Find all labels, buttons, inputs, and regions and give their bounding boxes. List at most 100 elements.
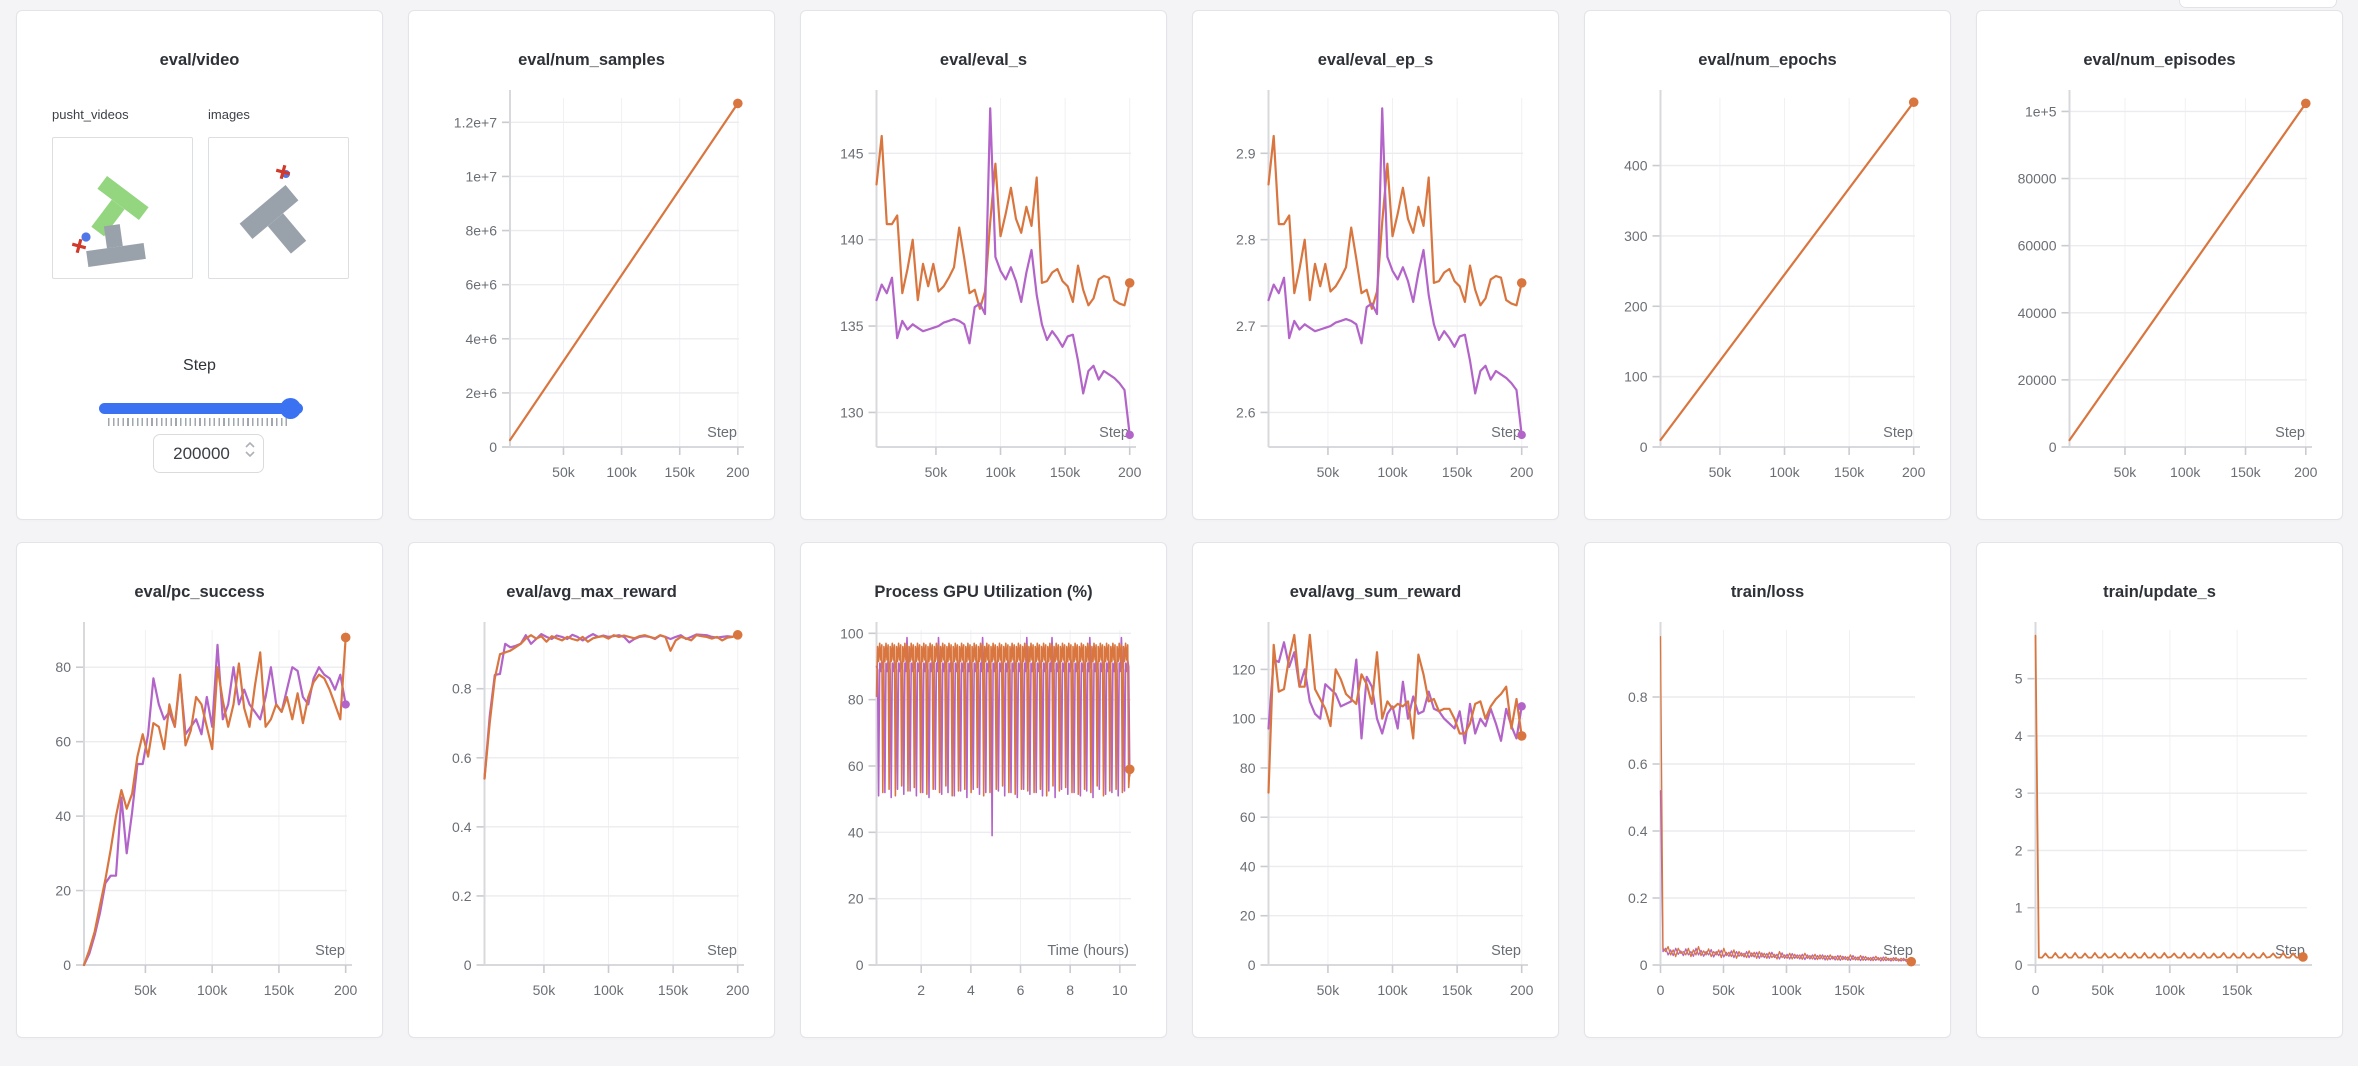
svg-text:6e+6: 6e+6	[465, 277, 497, 293]
svg-text:145: 145	[840, 145, 864, 161]
svg-text:0: 0	[464, 957, 472, 973]
svg-text:50k: 50k	[1317, 464, 1341, 480]
svg-text:150k: 150k	[665, 464, 696, 480]
svg-text:20: 20	[848, 891, 864, 907]
svg-text:8e+6: 8e+6	[465, 223, 497, 239]
line-chart[interactable]: 0 2e+6 4e+6 6e+6 8e+6 1e+7 1.2e+7 50k 100k 150k 20…	[409, 11, 774, 519]
media-key-label: images	[208, 107, 250, 122]
svg-text:Step: Step	[707, 425, 737, 441]
svg-text:Step: Step	[1491, 425, 1521, 441]
svg-text:50k: 50k	[2114, 464, 2138, 480]
line-chart[interactable]: 0 100 200 300 400 50k 100k 150k 200 Step	[1585, 11, 1950, 519]
chevron-down-icon[interactable]	[245, 451, 255, 457]
svg-text:3: 3	[2015, 785, 2023, 801]
svg-text:Step: Step	[707, 943, 737, 959]
svg-text:2.6: 2.6	[1236, 404, 1256, 420]
chart-title: eval/eval_s	[939, 51, 1028, 69]
panel-eval-avg-sum-reward[interactable]: eval/avg_sum_reward 0 20 40 60 80 100 120 50k 10…	[1192, 542, 1559, 1038]
svg-text:50k: 50k	[1709, 464, 1733, 480]
media-key-label: pusht_videos	[52, 107, 129, 122]
svg-text:2.7: 2.7	[1236, 318, 1256, 334]
svg-text:0: 0	[856, 957, 864, 973]
video-thumbnail-pusht[interactable]	[52, 137, 193, 279]
target-cross-icon	[71, 238, 87, 254]
step-input-wrap	[153, 434, 264, 473]
svg-text:Step: Step	[2275, 425, 2305, 441]
step-input[interactable]	[154, 435, 263, 472]
line-chart[interactable]: 0 20000 40000 60000 80000 1e+5 50k 100k 150k 200 S…	[1977, 11, 2342, 519]
svg-text:200: 200	[334, 982, 358, 998]
svg-text:100k: 100k	[197, 982, 228, 998]
step-stepper[interactable]	[245, 442, 255, 457]
chart-title: eval/num_samples	[518, 51, 665, 69]
svg-text:200: 200	[2294, 464, 2318, 480]
panel-train-loss[interactable]: train/loss 0 0.2 0.4 0.6 0.8 0 50k 100k 150k Step	[1584, 542, 1951, 1038]
step-slider[interactable]	[99, 403, 303, 414]
svg-text:50k: 50k	[552, 464, 576, 480]
svg-text:40: 40	[55, 808, 71, 824]
svg-text:0.2: 0.2	[1628, 890, 1648, 906]
line-chart[interactable]: 2.6 2.7 2.8 2.9 50k 100k 150k 200 Step	[1193, 11, 1558, 519]
block-t-shape	[86, 224, 146, 267]
panel-eval-eval-s[interactable]: eval/eval_s 130 135 140 145 50k 100k 150k 200 St…	[800, 10, 1167, 520]
svg-text:0.2: 0.2	[452, 888, 472, 904]
svg-text:Step: Step	[1883, 425, 1913, 441]
panel-eval-pc-success[interactable]: eval/pc_success 0 20 40 60 80 50k 100k 150k 200 S…	[16, 542, 383, 1038]
line-chart[interactable]: 0 0.2 0.4 0.6 0.8 50k 100k 150k 200 Step	[409, 543, 774, 1037]
line-chart[interactable]: 0 20 40 60 80 100 120 50k 100k 150k 200 Step	[1193, 543, 1558, 1037]
panel-eval-num-epochs[interactable]: eval/num_epochs 0 100 200 300 400 50k 100k 150k…	[1584, 10, 1951, 520]
svg-text:100: 100	[1232, 711, 1256, 727]
svg-text:80: 80	[1240, 760, 1256, 776]
chart-title: eval/eval_ep_s	[1317, 51, 1434, 69]
step-slider-thumb[interactable]	[280, 398, 301, 419]
svg-text:0: 0	[2032, 982, 2040, 998]
svg-text:1.2e+7: 1.2e+7	[454, 114, 497, 130]
svg-text:6: 6	[1017, 982, 1025, 998]
svg-text:1e+7: 1e+7	[465, 168, 497, 184]
svg-text:60: 60	[1240, 809, 1256, 825]
panel-eval-avg-max-reward[interactable]: eval/avg_max_reward 0 0.2 0.4 0.6 0.8 50k 100k…	[408, 542, 775, 1038]
panel-eval-video[interactable]: eval/video pusht_videos images	[16, 10, 383, 520]
line-chart[interactable]: 0 20 40 60 80 50k 100k 150k 200 Step	[17, 543, 382, 1037]
panel-process-gpu-utilization[interactable]: Process GPU Utilization (%) 0 20 40 60 80 100…	[800, 542, 1167, 1038]
line-chart[interactable]: 130 135 140 145 50k 100k 150k 200 Step	[801, 11, 1166, 519]
panel-eval-eval-ep-s[interactable]: eval/eval_ep_s 2.6 2.7 2.8 2.9 50k 100k 150k 20…	[1192, 10, 1559, 520]
svg-text:0.4: 0.4	[452, 819, 472, 835]
svg-text:2: 2	[917, 982, 925, 998]
svg-text:0.8: 0.8	[1628, 689, 1648, 705]
image-thumbnail[interactable]	[208, 137, 349, 279]
svg-text:50k: 50k	[1317, 982, 1341, 998]
svg-text:0: 0	[1640, 957, 1648, 973]
line-chart[interactable]: 0 20 40 60 80 100 2 4 6 8 10 Time (hours)	[801, 543, 1166, 1037]
svg-text:0: 0	[2049, 439, 2057, 455]
svg-text:Step: Step	[1099, 425, 1129, 441]
step-slider-label: Step	[183, 357, 216, 374]
svg-text:0: 0	[1248, 957, 1256, 973]
svg-text:2.9: 2.9	[1236, 145, 1256, 161]
panel-eval-num-samples[interactable]: eval/num_samples 0 2e+6 4e+6 6e+6 8e+6 1e+7 1.…	[408, 10, 775, 520]
panel-title: eval/video	[159, 51, 240, 69]
svg-text:50k: 50k	[2091, 982, 2115, 998]
svg-text:150k: 150k	[658, 982, 689, 998]
svg-text:100: 100	[1624, 369, 1648, 385]
line-chart[interactable]: 0 0.2 0.4 0.6 0.8 0 50k 100k 150k Step	[1585, 543, 1950, 1037]
svg-text:0: 0	[63, 957, 71, 973]
svg-text:130: 130	[840, 404, 864, 420]
svg-text:Step: Step	[1491, 943, 1521, 959]
chevron-up-icon[interactable]	[245, 442, 255, 448]
clipped-panel-fragment	[2179, 0, 2337, 8]
svg-text:100k: 100k	[1377, 982, 1408, 998]
svg-text:200: 200	[1902, 464, 1926, 480]
svg-text:0.4: 0.4	[1628, 823, 1648, 839]
svg-text:200: 200	[726, 464, 750, 480]
svg-text:0: 0	[1657, 982, 1665, 998]
svg-text:120: 120	[1232, 661, 1256, 677]
panel-eval-num-episodes[interactable]: eval/num_episodes 0 20000 40000 60000 80000 1…	[1976, 10, 2343, 520]
svg-text:5: 5	[2015, 671, 2023, 687]
panel-train-update-s[interactable]: train/update_s 0 1 2 3 4 5 0 50k 100k 150k Step	[1976, 542, 2343, 1038]
svg-text:200: 200	[1624, 298, 1648, 314]
svg-text:0.6: 0.6	[1628, 756, 1648, 772]
svg-text:60: 60	[848, 758, 864, 774]
svg-text:80: 80	[848, 692, 864, 708]
